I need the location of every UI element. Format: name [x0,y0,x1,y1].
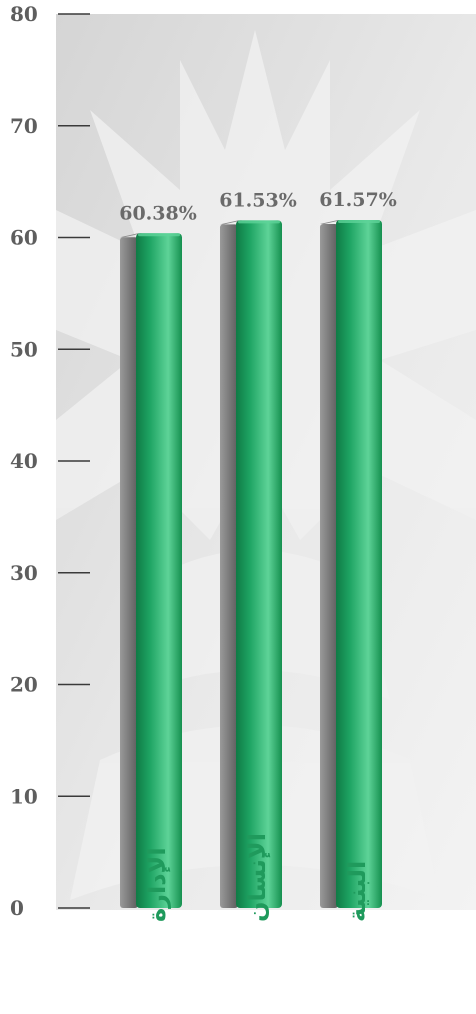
data-labels: 60.38% 61.53% 61.57% [119,189,397,224]
bar-shadow [320,223,338,908]
y-tick-label: 0 [10,896,24,920]
bar-front [136,233,182,909]
x-tick-label: الإدارة [143,847,171,922]
y-tick-label: 70 [10,114,38,138]
bar-front [336,219,382,908]
x-axis: الإدارة الإنسان البنية [143,833,371,922]
bar-shadow-top [220,220,242,225]
bar-shadow [120,237,138,909]
y-tick-label: 40 [10,449,38,473]
bar-front-cap [338,219,380,223]
x-tick-label: الإنسان [243,833,271,922]
bar [120,233,182,909]
x-tick-label: البنية [343,861,371,922]
bar-shadow [220,224,238,909]
bar [320,219,382,908]
y-tick-label: 50 [10,337,38,361]
data-label: 61.53% [219,189,297,211]
y-tick-label: 80 [10,2,38,26]
y-tick-label: 10 [10,784,38,808]
data-label: 60.38% [119,202,197,224]
y-tick-label: 60 [10,226,38,250]
bar-front-cap [238,220,280,224]
y-tick-label: 20 [10,673,38,697]
bar [220,220,282,909]
bar-shadow-top [320,219,342,224]
bars [120,219,382,909]
data-label: 61.57% [319,189,397,211]
bar-front-cap [138,233,180,237]
y-axis: 0 10 20 30 40 50 60 70 80 [10,2,90,920]
bar-shadow-top [120,233,142,238]
bar-front [236,220,282,909]
y-tick-label: 30 [10,561,38,585]
